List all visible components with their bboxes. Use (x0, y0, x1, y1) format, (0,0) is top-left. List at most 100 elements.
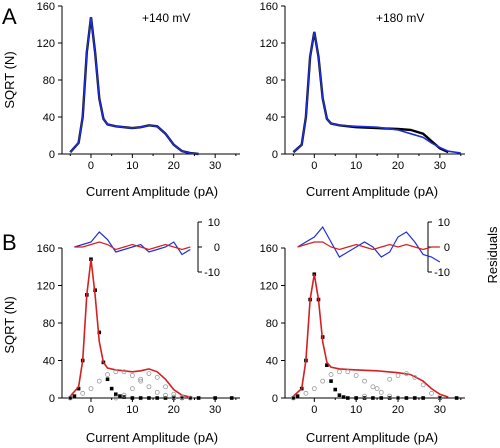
component-point (303, 390, 309, 396)
component-point (129, 386, 135, 392)
x-axis-label-a-right: Current Amplitude (pA) (306, 184, 438, 199)
data-point (76, 386, 81, 391)
x-tick-label: 30 (434, 404, 446, 416)
component-point (88, 386, 94, 392)
residuals-tick-label: 0 (214, 242, 220, 254)
component-point (370, 384, 376, 390)
x-tick-label: 0 (88, 404, 94, 416)
fit-line (69, 17, 199, 155)
component-point (163, 392, 168, 398)
x-tick-label: 20 (168, 160, 180, 172)
component-point (154, 389, 160, 395)
component-point (429, 390, 434, 396)
component-point (138, 376, 144, 382)
data-point (379, 396, 384, 400)
component-point (437, 394, 443, 400)
x-tick-label: 30 (434, 160, 446, 172)
y-tick-label: 120 (37, 38, 55, 50)
data-point (213, 396, 217, 400)
y-tick-label: 40 (43, 112, 55, 124)
component-point (328, 372, 334, 377)
data-point (438, 396, 442, 400)
data-point (188, 396, 193, 400)
data-point (68, 396, 73, 400)
data-line (69, 16, 199, 156)
residuals-tick-label: -10 (204, 267, 220, 279)
y-tick-label: 160 (37, 1, 55, 13)
y-tick-label: 40 (43, 356, 55, 368)
x-tick-label: 0 (311, 404, 317, 416)
panel-letter-b: B (2, 230, 17, 255)
y-tick-label: 0 (272, 149, 278, 161)
y-tick-label: 160 (37, 243, 55, 255)
y-tick-label: 80 (266, 318, 278, 330)
data-point (105, 377, 110, 382)
residuals-line-blue (74, 231, 191, 256)
component-point (163, 384, 168, 390)
chart-panel-1: 0 40 80 120 160 0 10 20 30 (37, 1, 240, 172)
residuals-line-red (74, 241, 191, 251)
data-point (147, 396, 151, 400)
component-point (113, 395, 119, 401)
data-point (196, 396, 201, 400)
y-axis-label-b: SQRT (N) (2, 296, 17, 353)
component-point (187, 395, 193, 401)
data-point (404, 396, 409, 400)
residuals-tick-label: 0 (444, 242, 450, 254)
y-tick-label: 0 (49, 393, 55, 405)
component-point (121, 392, 127, 398)
y-tick-label: 80 (266, 75, 278, 87)
component-point (146, 384, 152, 390)
component-point (138, 378, 144, 384)
x-tick-label: 10 (350, 404, 362, 416)
x-axis-label-b-left: Current Amplitude (pA) (86, 430, 218, 445)
data-point (130, 396, 135, 400)
voltage-label-140: +140 mV (142, 11, 190, 25)
component-point (113, 369, 119, 375)
x-tick-label: 0 (311, 160, 317, 172)
y-tick-label: 0 (272, 393, 278, 405)
x-tick-label: 10 (126, 160, 138, 172)
component-point (171, 391, 177, 397)
y-tick-label: 160 (260, 243, 278, 255)
residuals-axis-label: Residuals (485, 226, 500, 284)
data-point (333, 387, 338, 392)
data-point (325, 363, 329, 367)
residuals-tick-label: -10 (434, 267, 450, 279)
component-point (80, 390, 86, 396)
fit-line (292, 31, 461, 154)
component-point (345, 369, 351, 375)
y-tick-label: 80 (43, 318, 55, 330)
data-point (114, 392, 118, 397)
data-point (454, 396, 459, 400)
residuals-panel: 10 0 -10 (297, 217, 450, 279)
component-point (362, 393, 367, 399)
component-point (395, 373, 401, 378)
y-tick-label: 0 (49, 149, 55, 161)
data-point (295, 394, 300, 398)
component-point (374, 386, 380, 392)
data-point (337, 393, 342, 397)
component-point (412, 374, 418, 380)
y-axis-label-a: SQRT (N) (2, 51, 17, 108)
data-point (138, 396, 143, 400)
y-tick-label: 160 (260, 1, 278, 13)
panel-letter-a: A (2, 4, 17, 29)
residuals-panel: 10 0 -10 (74, 217, 220, 279)
chart-panel-4: 0 40 80 120 160 0 10 20 30 10 0 -10 (260, 217, 465, 416)
component-point (353, 373, 359, 378)
x-tick-label: 10 (350, 160, 362, 172)
component-point (337, 369, 342, 375)
y-tick-label: 120 (260, 281, 278, 293)
voltage-label-180: +180 mV (376, 11, 424, 25)
x-tick-label: 0 (88, 160, 94, 172)
data-point (229, 396, 234, 400)
component-point (121, 369, 127, 375)
component-point (105, 372, 110, 377)
data-point (163, 396, 168, 400)
component-point (146, 371, 152, 377)
residuals-tick-label: 10 (438, 217, 450, 229)
data-point (118, 394, 122, 398)
x-tick-label: 30 (209, 404, 221, 416)
y-tick-label: 120 (37, 281, 55, 293)
